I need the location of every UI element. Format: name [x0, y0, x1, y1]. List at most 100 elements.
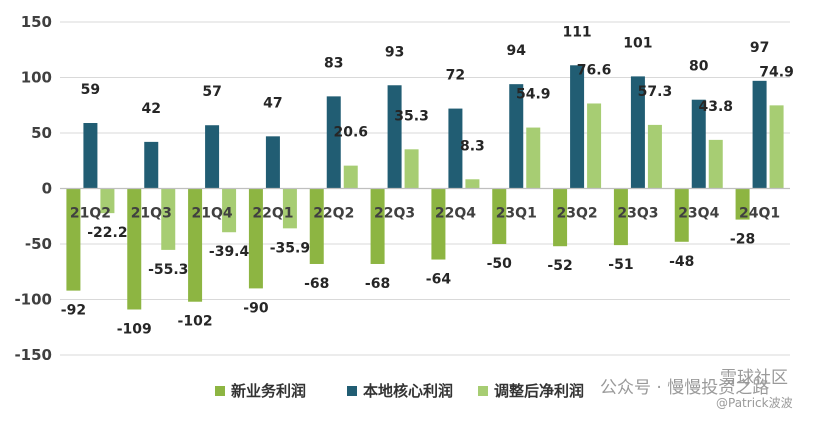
category-label: 21Q3 — [131, 206, 172, 222]
watermark-author: @Patrick波波 — [716, 396, 793, 410]
bar-22Q4-series-2 — [465, 179, 480, 189]
data-label: -39.4 — [209, 244, 250, 260]
data-label: 54.9 — [516, 87, 551, 103]
data-label: 35.3 — [394, 108, 429, 124]
bar-23Q1-series-2 — [526, 127, 541, 189]
data-label: -55.3 — [148, 262, 188, 278]
bar-22Q1-series-1 — [265, 136, 280, 189]
bars — [66, 65, 784, 310]
bar-21Q3-series-1 — [144, 141, 159, 189]
category-label: 24Q1 — [739, 206, 780, 222]
bar-21Q2-series-0 — [66, 188, 81, 291]
watermark-text: 公众号 · 慢慢投资之路 — [600, 377, 769, 398]
bar-21Q4-series-0 — [188, 188, 203, 302]
data-label: -109 — [117, 321, 152, 337]
bar-23Q2-series-1 — [570, 65, 585, 189]
category-label: 22Q2 — [313, 206, 354, 222]
data-label: 76.6 — [577, 62, 612, 78]
category-label: 22Q1 — [252, 206, 293, 222]
data-label: -64 — [426, 272, 452, 288]
category-labels: 21Q2 21Q3 21Q4 22Q1 22Q2 22Q3 22Q4 23Q1 23Q2 23Q3… — [70, 206, 780, 222]
data-label: 20.6 — [333, 125, 368, 141]
watermark-site: 雪球社区 — [720, 368, 788, 388]
bar-22Q2-series-2 — [343, 165, 358, 189]
legend-swatch — [347, 386, 357, 396]
data-label: -68 — [365, 276, 390, 292]
data-label: 111 — [562, 24, 591, 40]
bar-23Q1-series-0 — [492, 188, 507, 244]
data-labels: -92 -109 -102 -90 -68 -68 -64 -50 -52 -51 -48 -28 59… — [61, 24, 794, 337]
category-label: 23Q3 — [617, 206, 658, 222]
bar-22Q2-series-1 — [326, 96, 341, 189]
bar-21Q2-series-1 — [83, 123, 98, 189]
data-label: -22.2 — [87, 225, 127, 241]
data-label: -92 — [61, 303, 86, 319]
data-label: -48 — [669, 254, 694, 270]
data-label: 80 — [689, 59, 709, 75]
bar-21Q3-series-0 — [127, 188, 142, 310]
data-label: 83 — [324, 55, 343, 71]
data-label: 72 — [446, 68, 465, 84]
legend-swatch — [478, 386, 488, 396]
bar-23Q4-series-1 — [691, 99, 706, 189]
bar-22Q3-series-1 — [387, 85, 402, 189]
data-label: -50 — [487, 256, 513, 272]
data-label: 42 — [142, 101, 161, 117]
data-label: 97 — [750, 40, 769, 56]
bar-24Q1-series-2 — [769, 105, 784, 189]
bar-22Q4-series-0 — [431, 188, 446, 260]
y-tick-label: -150 — [14, 346, 52, 364]
legend-swatch — [215, 386, 225, 396]
data-label: -68 — [304, 276, 329, 292]
bar-21Q2-series-2 — [100, 188, 115, 214]
data-label: -51 — [608, 257, 633, 273]
category-label: 21Q4 — [192, 206, 233, 222]
y-tick-label: 0 — [42, 180, 52, 198]
bar-23Q4-series-2 — [708, 139, 723, 189]
bar-24Q1-series-1 — [752, 80, 767, 189]
bar-23Q3-series-0 — [613, 188, 628, 246]
data-label: -102 — [178, 314, 213, 330]
category-label: 23Q4 — [678, 206, 719, 222]
data-label: 57.3 — [638, 84, 673, 100]
category-label: 23Q2 — [557, 206, 598, 222]
bar-21Q3-series-2 — [161, 188, 176, 250]
bar-24Q1-series-0 — [735, 188, 750, 220]
legend: 新业务利润 本地核心利润 调整后净利润 — [215, 382, 584, 400]
y-axis: 150 100 50 0 -50 -100 -150 — [14, 13, 52, 364]
data-label: 59 — [81, 82, 100, 98]
bar-23Q3-series-1 — [630, 76, 645, 189]
legend-label: 调整后净利润 — [494, 382, 584, 400]
bar-23Q4-series-0 — [674, 188, 689, 242]
category-label: 21Q2 — [70, 206, 111, 222]
y-tick-label: -50 — [25, 235, 52, 253]
data-label: -28 — [730, 232, 755, 248]
category-label: 22Q4 — [435, 206, 476, 222]
data-label: 8.3 — [460, 138, 485, 154]
bar-22Q3-series-0 — [370, 188, 385, 264]
bar-23Q2-series-2 — [587, 103, 602, 189]
bar-23Q2-series-0 — [553, 188, 568, 247]
y-tick-label: 150 — [21, 13, 52, 31]
y-tick-label: 50 — [31, 124, 52, 142]
bar-22Q3-series-2 — [404, 149, 419, 189]
bar-23Q3-series-2 — [647, 124, 662, 189]
bar-22Q1-series-0 — [248, 188, 263, 289]
data-label: -35.9 — [270, 240, 310, 256]
data-label: -90 — [243, 300, 269, 316]
data-label: -52 — [547, 258, 572, 274]
data-label: 101 — [623, 35, 652, 51]
data-label: 43.8 — [698, 99, 733, 115]
category-label: 23Q1 — [496, 206, 537, 222]
data-label: 74.9 — [759, 64, 794, 80]
bar-22Q1-series-2 — [282, 188, 297, 229]
category-label: 22Q3 — [374, 206, 415, 222]
bar-21Q4-series-1 — [205, 125, 220, 189]
bar-22Q2-series-0 — [309, 188, 324, 264]
legend-label: 新业务利润 — [231, 382, 306, 400]
legend-label: 本地核心利润 — [363, 382, 453, 400]
data-label: 47 — [263, 95, 282, 111]
data-label: 57 — [202, 84, 221, 100]
watermark: 公众号 · 慢慢投资之路 雪球社区 @Patrick波波 — [600, 368, 793, 410]
